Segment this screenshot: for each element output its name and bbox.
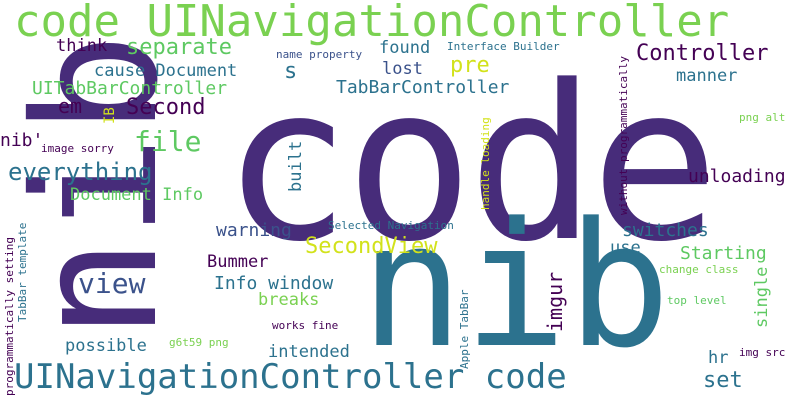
word-s: s xyxy=(284,59,298,84)
word-secondview: SecondView xyxy=(305,234,438,259)
word-nib-quote: nib' xyxy=(0,130,44,151)
word-hr: hr xyxy=(708,348,729,368)
word-cause-document: cause Document xyxy=(94,61,238,81)
word-info-window: Info window xyxy=(214,273,334,294)
word-selected-navigation: Selected Navigation xyxy=(328,219,454,232)
word-intended: intended xyxy=(268,342,350,362)
word-view: view xyxy=(78,267,146,300)
word-works-fine: works fine xyxy=(272,319,339,332)
word-lost: lost xyxy=(382,59,423,79)
word-top-level: top level xyxy=(667,294,727,307)
word-set: set xyxy=(703,368,743,393)
word-switches: switches xyxy=(622,220,709,241)
word-tabbarcontroller: TabBarController xyxy=(336,77,510,98)
word-found: found xyxy=(379,38,431,58)
word-document-info: Document Info xyxy=(70,185,204,205)
word-warning: warning xyxy=(216,220,292,241)
word-controller: Controller xyxy=(636,41,769,66)
word-everything: everything xyxy=(8,158,153,186)
word-code-uinavigationcontroller: code UINavigationController xyxy=(14,0,730,47)
word-handle-loading: handle loading xyxy=(479,117,492,210)
word-apple-tabbar: Apple TabBar xyxy=(458,289,471,369)
word-pre: pre xyxy=(450,53,490,78)
word-separate: separate xyxy=(126,35,232,60)
word-png-alt: png alt xyxy=(739,111,786,124)
word-manner: manner xyxy=(676,66,738,86)
word-code: code xyxy=(222,40,719,289)
word-tabbar-template: TabBar template xyxy=(16,222,29,322)
word-breaks: breaks xyxy=(258,290,320,310)
word-name-property: name property xyxy=(276,48,363,61)
word-single: single xyxy=(752,266,772,328)
word-possible: possible xyxy=(65,336,147,356)
word-file: file xyxy=(134,125,202,158)
word-image-sorry: image sorry xyxy=(41,142,114,155)
word-without-programmatically: without programmatically xyxy=(617,56,630,215)
word-uinavigationcontroller-code: UINavigationController code xyxy=(14,357,567,397)
word-imgur: imgur xyxy=(543,271,567,332)
word-built: built xyxy=(286,140,306,192)
word-g6t59-png: g6t59 png xyxy=(169,336,229,349)
word-nib: nib xyxy=(360,185,671,386)
word-programmatically-setting: programmatically setting xyxy=(3,237,16,396)
word-bummer: Bummer xyxy=(207,252,269,272)
word-ib: IB xyxy=(102,107,118,124)
word-second: Second xyxy=(126,95,206,120)
word-uitabbarcontroller: UITabBarController xyxy=(32,78,228,99)
word-interface-builder: Interface Builder xyxy=(447,40,560,53)
word-change-class: change class xyxy=(659,263,739,276)
word-use: use xyxy=(610,238,641,258)
word-think: think xyxy=(56,36,108,56)
word-em: em xyxy=(58,94,83,118)
word-img-src: img src xyxy=(739,346,786,359)
word-starting: Starting xyxy=(680,243,767,264)
word-unloading: unloading xyxy=(688,166,786,187)
